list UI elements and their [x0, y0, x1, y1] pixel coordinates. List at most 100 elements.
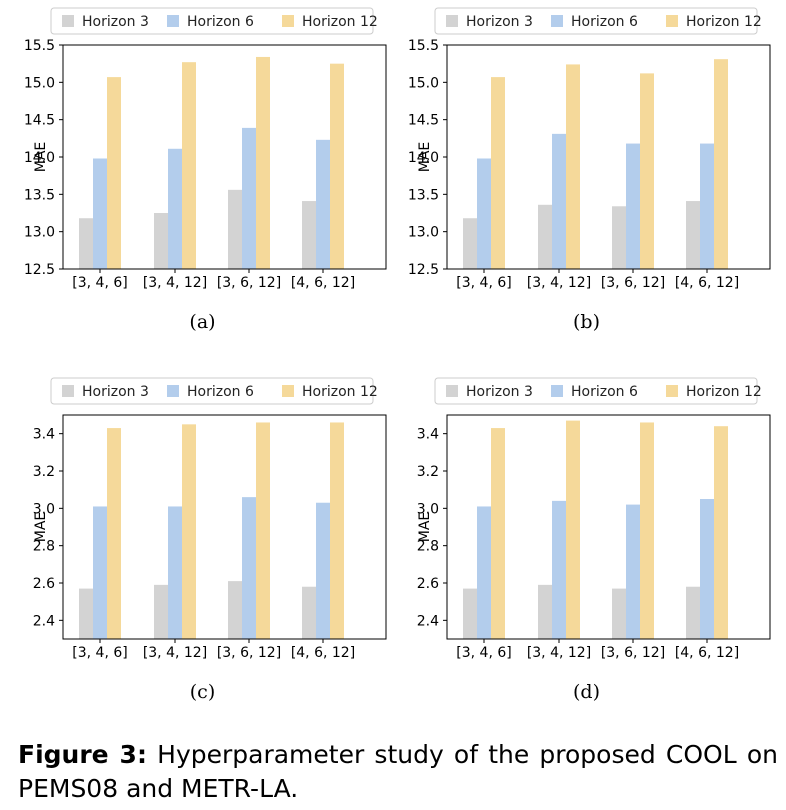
legend-swatch-h6	[551, 385, 563, 397]
y-tick-label: 13.5	[24, 187, 55, 203]
bar-h6-3	[242, 497, 256, 639]
y-tick-label: 3.2	[33, 464, 55, 480]
bar-h3-1	[79, 588, 93, 639]
legend-frame	[50, 377, 374, 405]
bar-h6-4	[316, 502, 330, 639]
x-tick-label: [3, 4, 6]	[456, 275, 511, 291]
legend: Horizon 3 Horizon 6 Horizon 12	[434, 377, 762, 405]
panel-label: (b)	[573, 311, 600, 333]
bar-h12-2	[566, 64, 580, 269]
axes-frame	[62, 414, 387, 640]
legend: Horizon 3 Horizon 6 Horizon 12	[50, 7, 378, 35]
legend-label-h6: Horizon 6	[571, 384, 638, 400]
x-tick-label: [3, 6, 12]	[217, 275, 281, 291]
bar-h6-1	[93, 506, 107, 639]
legend-swatch-h3	[62, 15, 74, 27]
y-tick-label: 14.0	[408, 150, 439, 166]
bar-h6-2	[168, 506, 182, 639]
bar-h3-1	[463, 588, 477, 639]
y-tick-label: 3.4	[417, 427, 439, 443]
bar-h12-2	[182, 424, 196, 639]
bar-h6-3	[242, 127, 256, 269]
bar-h12-2	[182, 62, 196, 269]
panel-a: Horizon 3 Horizon 6 Horizon 12 12.5 13.0 13.5…	[24, 7, 387, 333]
legend-label-h3: Horizon 3	[82, 14, 149, 30]
figure-canvas: Horizon 3 Horizon 6 Horizon 12 12.5 13.0 13.5…	[24, 7, 771, 703]
legend-swatch-h12	[666, 385, 678, 397]
legend-swatch-h12	[282, 385, 294, 397]
figure-caption-text: Hyperparameter study of the proposed COO…	[18, 740, 778, 803]
bar-h3-4	[302, 586, 316, 639]
axes-frame	[446, 414, 771, 640]
legend-frame	[434, 7, 758, 35]
panel-label: (d)	[573, 681, 600, 703]
y-tick-label: 2.4	[417, 613, 439, 629]
bar-h12-3	[256, 56, 270, 269]
y-tick-label: 15.5	[408, 38, 439, 54]
legend-swatch-h3	[446, 15, 458, 27]
bar-h6-1	[93, 158, 107, 269]
x-tick-label: [4, 6, 12]	[675, 275, 739, 291]
legend-label-h12: Horizon 12	[686, 14, 762, 30]
legend-swatch-h12	[282, 15, 294, 27]
x-tick-label: [3, 4, 12]	[527, 645, 591, 661]
bar-h6-4	[316, 139, 330, 269]
legend-swatch-h12	[666, 15, 678, 27]
y-tick-label: 14.0	[24, 150, 55, 166]
bar-h3-3	[612, 588, 626, 639]
bar-h12-3	[640, 73, 654, 269]
y-tick-label: 2.6	[417, 576, 439, 592]
legend-label-h12: Horizon 12	[302, 384, 378, 400]
bar-h3-2	[154, 213, 168, 269]
bar-h3-1	[463, 218, 477, 269]
y-tick-label: 12.5	[408, 262, 439, 278]
bar-h12-4	[714, 59, 728, 269]
legend-swatch-h6	[167, 15, 179, 27]
bar-h12-2	[566, 420, 580, 639]
legend-label-h12: Horizon 12	[302, 14, 378, 30]
x-tick-label: [3, 4, 6]	[72, 645, 127, 661]
bar-h12-1	[491, 77, 505, 270]
bar-h3-2	[538, 584, 552, 639]
y-axis-label: MAE	[417, 512, 433, 543]
y-tick-label: 3.0	[33, 501, 55, 517]
y-tick-label: 2.4	[33, 613, 55, 629]
y-tick-label: 13.5	[408, 187, 439, 203]
bar-h3-4	[686, 586, 700, 639]
bar-h3-2	[154, 584, 168, 639]
y-tick-label: 14.5	[24, 113, 55, 129]
legend-label-h12: Horizon 12	[686, 384, 762, 400]
y-tick-label: 13.0	[24, 225, 55, 241]
x-tick-label: [3, 4, 12]	[527, 275, 591, 291]
bar-h12-1	[107, 428, 121, 639]
legend-swatch-h6	[167, 385, 179, 397]
legend-swatch-h3	[62, 385, 74, 397]
legend-label-h6: Horizon 6	[187, 384, 254, 400]
legend-label-h3: Horizon 3	[466, 14, 533, 30]
y-tick-label: 3.2	[417, 464, 439, 480]
y-tick-label: 12.5	[24, 262, 55, 278]
y-axis-label: MAE	[33, 512, 49, 543]
x-tick-label: [3, 4, 6]	[72, 275, 127, 291]
bar-h6-1	[477, 506, 491, 639]
figure-label: Figure 3:	[18, 740, 147, 769]
bar-h6-1	[477, 158, 491, 269]
bar-h12-3	[256, 422, 270, 639]
y-tick-label: 15.0	[24, 75, 55, 91]
y-tick-label: 2.8	[417, 539, 439, 555]
bar-h12-4	[714, 426, 728, 639]
x-tick-label: [3, 6, 12]	[601, 275, 665, 291]
legend-label-h3: Horizon 3	[466, 384, 533, 400]
y-tick-label: 15.0	[408, 75, 439, 91]
legend-swatch-h6	[551, 15, 563, 27]
panel-label: (c)	[190, 681, 215, 703]
panel-c: Horizon 3 Horizon 6 Horizon 12 2.4 2.6 2.8 3.0…	[33, 377, 387, 703]
x-tick-label: [4, 6, 12]	[291, 275, 355, 291]
panel-label: (a)	[189, 311, 215, 333]
panel-d: Horizon 3 Horizon 6 Horizon 12 2.4 2.6 2.8 3.0…	[417, 377, 771, 703]
bar-h3-1	[79, 218, 93, 269]
x-tick-label: [3, 6, 12]	[217, 645, 281, 661]
bar-h6-2	[168, 148, 182, 269]
legend: Horizon 3 Horizon 6 Horizon 12	[434, 7, 762, 35]
y-tick-label: 2.8	[33, 539, 55, 555]
